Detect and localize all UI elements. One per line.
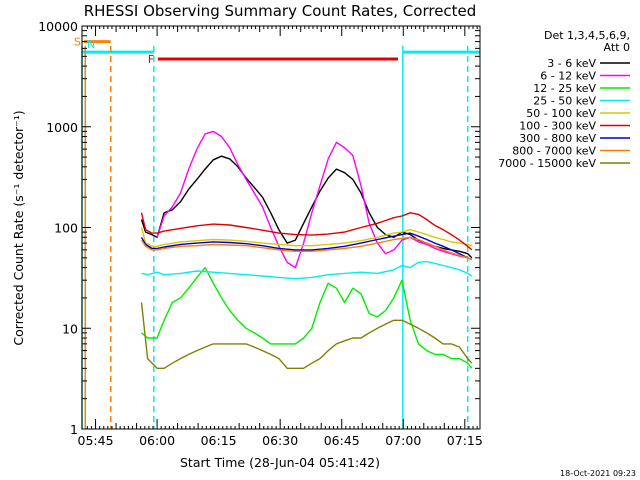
interval-flag: F [148, 53, 154, 66]
x-tick-label: 06:30 [262, 433, 298, 448]
y-tick-label: 1000 [46, 120, 78, 135]
y-axis-label: Corrected Count Rate (s⁻¹ detector⁻¹) [11, 110, 26, 345]
series-line-6 [140, 212, 473, 251]
y-tick-label: 1 [70, 422, 78, 437]
y-tick-label: 10 [62, 321, 78, 336]
series-lines [140, 130, 473, 369]
y-axis-ticks: 1 10 100 1000 10000 [38, 19, 480, 437]
legend-label: 12 - 25 keV [533, 82, 596, 95]
series-line-3 [141, 266, 473, 369]
x-tick-label: 07:00 [385, 433, 421, 448]
y-tick-label: 10000 [38, 19, 78, 34]
x-tick-label: 07:15 [447, 433, 483, 448]
observing-intervals: S N F [74, 36, 480, 66]
legend-label: 800 - 7000 keV [512, 145, 596, 158]
chart-title: RHESSI Observing Summary Count Rates, Co… [84, 2, 477, 20]
x-tick-label: 06:15 [201, 433, 237, 448]
legend-label: 7000 - 15000 keV [498, 157, 596, 170]
series-line-7 [140, 232, 473, 261]
series-line-5 [140, 227, 473, 248]
y-tick-label: 100 [54, 221, 78, 236]
x-axis-label: Start Time (28-Jun-04 05:41:42) [180, 455, 380, 470]
series-line-8 [140, 236, 473, 261]
x-axis-ticks: 05:45 06:00 06:15 06:30 06:45 07:00 07:15 [78, 26, 483, 448]
legend-label: 6 - 12 keV [540, 70, 596, 83]
interval-flag: S [74, 36, 81, 49]
legend-attenuator: Att 0 [604, 41, 630, 54]
series-line-2 [156, 130, 473, 269]
series-line-4 [141, 260, 473, 280]
x-tick-label: 06:45 [324, 433, 360, 448]
legend-detectors: Det 1,3,4,5,6,9, [544, 29, 630, 42]
series-line-9 [140, 302, 473, 369]
legend-label: 50 - 100 keV [526, 107, 596, 120]
x-tick-label: 06:00 [139, 433, 175, 448]
legend-label: 25 - 50 keV [533, 95, 596, 108]
interval-flag: N [87, 38, 95, 51]
x-tick-label: 05:45 [78, 433, 114, 448]
legend-label: 3 - 6 keV [547, 57, 596, 70]
legend-label: 100 - 300 keV [519, 120, 596, 133]
legend-label: 300 - 800 keV [519, 132, 596, 145]
footer-timestamp: 18-Oct-2021 09:23 [560, 469, 636, 478]
plot-area: S N F 1 10 100 1000 10000 05:45 06:00 06:15 06:30… [38, 19, 483, 448]
